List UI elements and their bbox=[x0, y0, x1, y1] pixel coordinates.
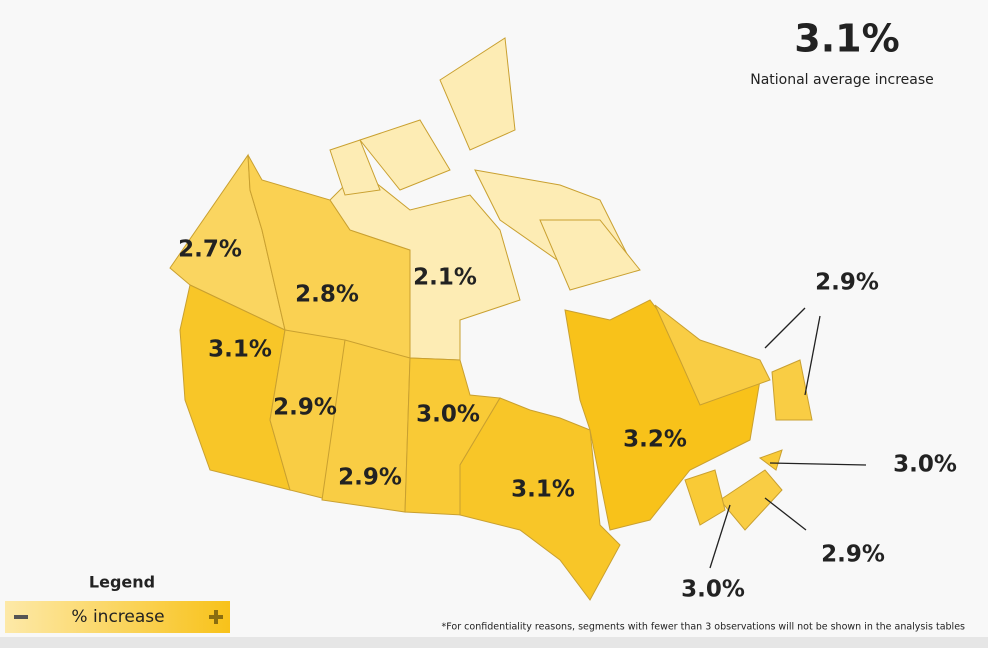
region bbox=[269, 329, 346, 501]
region-label: 3.1% bbox=[511, 477, 575, 503]
region bbox=[719, 469, 783, 531]
national-value: 3.1% bbox=[794, 17, 899, 61]
leader-lines bbox=[709, 307, 867, 569]
leader-line bbox=[764, 497, 807, 531]
leader-line bbox=[804, 315, 821, 396]
region-label: 3.0% bbox=[416, 402, 480, 428]
provinces bbox=[169, 37, 813, 601]
legend-minus bbox=[14, 615, 28, 619]
value-labels: 2.7% 2.8% 2.1% 3.1% 2.9% 2.9% 3.0% 3.1% 3.2% 2.9%… bbox=[178, 237, 957, 603]
region bbox=[539, 219, 641, 291]
region-label: 2.7% bbox=[178, 237, 242, 263]
region bbox=[654, 304, 771, 406]
leader-line bbox=[709, 504, 731, 569]
region bbox=[439, 37, 516, 151]
region-label: 2.9% bbox=[273, 395, 337, 421]
bottom-bar bbox=[0, 637, 988, 648]
legend-title: Legend bbox=[89, 573, 155, 592]
region-label: 2.9% bbox=[338, 465, 402, 491]
national-caption: National average increase bbox=[750, 72, 934, 88]
legend-bar bbox=[5, 601, 230, 633]
region bbox=[329, 169, 521, 361]
region-label: 3.1% bbox=[208, 337, 272, 363]
region-label: 3.2% bbox=[623, 427, 687, 453]
region bbox=[758, 449, 783, 471]
region-label: 2.9% bbox=[815, 270, 879, 296]
region bbox=[359, 119, 451, 191]
region bbox=[459, 397, 621, 601]
region bbox=[771, 359, 813, 421]
leader-line bbox=[764, 307, 806, 349]
region bbox=[564, 299, 761, 531]
legend-label: % increase bbox=[71, 607, 164, 627]
leader-line bbox=[769, 462, 867, 466]
region-label: 3.0% bbox=[681, 577, 745, 603]
legend-plus bbox=[209, 610, 223, 624]
region bbox=[329, 139, 381, 196]
footnote: *For confidentiality reasons, segments w… bbox=[442, 622, 965, 633]
region-label: 2.1% bbox=[413, 265, 477, 291]
region bbox=[684, 469, 726, 526]
region-label: 2.9% bbox=[821, 542, 885, 568]
region-label: 3.0% bbox=[893, 452, 957, 478]
region-label: 2.8% bbox=[295, 282, 359, 308]
